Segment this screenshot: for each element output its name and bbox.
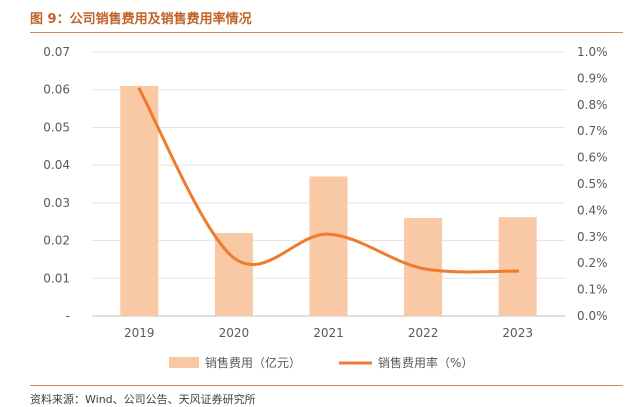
bar bbox=[120, 85, 159, 316]
right-tick-label: 0.9% bbox=[577, 71, 608, 85]
left-tick-label: 0.07 bbox=[43, 45, 70, 59]
x-tick-label: 2019 bbox=[124, 326, 155, 340]
left-tick-label: 0.04 bbox=[43, 158, 70, 172]
legend: 销售费用（亿元） 销售费用率（%） bbox=[169, 355, 473, 370]
legend-label-bar: 销售费用（亿元） bbox=[205, 355, 301, 370]
source-note: 资料来源：Wind、公司公告、天风证券研究所 bbox=[30, 393, 256, 406]
legend-swatch-bar bbox=[169, 357, 199, 368]
x-tick-label: 2023 bbox=[502, 326, 533, 340]
figure-title: 图 9：公司销售费用及销售费用率情况 bbox=[30, 12, 252, 27]
left-axis: - 0.01 0.02 0.03 0.04 0.05 0.06 0.07 bbox=[43, 45, 70, 323]
x-tick-label: 2020 bbox=[219, 326, 250, 340]
right-tick-label: 0.6% bbox=[577, 151, 608, 165]
left-tick-label: - bbox=[66, 309, 70, 323]
right-axis: 0.0% 0.1% 0.2% 0.3% 0.4% 0.5% 0.6% 0.7% 0.8% 0.9%… bbox=[577, 45, 608, 323]
title-divider bbox=[30, 32, 623, 33]
right-tick-label: 0.8% bbox=[577, 98, 608, 112]
x-tick-label: 2022 bbox=[408, 326, 439, 340]
right-tick-label: 0.1% bbox=[577, 283, 608, 297]
right-tick-label: 0.2% bbox=[577, 256, 608, 270]
line-point bbox=[516, 269, 520, 273]
left-tick-label: 0.01 bbox=[43, 271, 70, 285]
left-tick-label: 0.05 bbox=[43, 120, 70, 134]
right-tick-label: 0.4% bbox=[577, 203, 608, 217]
bar-series bbox=[120, 85, 537, 316]
right-tick-label: 0.3% bbox=[577, 230, 608, 244]
x-axis: 2019 2020 2021 2022 2023 bbox=[124, 326, 533, 340]
line-series bbox=[137, 87, 520, 274]
left-tick-label: 0.06 bbox=[43, 83, 70, 97]
line-point bbox=[421, 266, 425, 270]
right-tick-label: 0.7% bbox=[577, 124, 608, 138]
x-tick-label: 2021 bbox=[313, 326, 344, 340]
bar bbox=[309, 176, 348, 316]
left-tick-label: 0.03 bbox=[43, 196, 70, 210]
legend-label-line: 销售费用率（%） bbox=[378, 355, 473, 370]
source-divider bbox=[30, 385, 623, 386]
line-point bbox=[327, 232, 330, 236]
left-tick-label: 0.02 bbox=[43, 234, 70, 248]
right-tick-label: 1.0% bbox=[577, 45, 608, 59]
right-tick-label: 0.5% bbox=[577, 177, 608, 191]
line-point bbox=[137, 87, 141, 91]
line-path bbox=[137, 87, 520, 274]
bar bbox=[498, 217, 537, 316]
right-tick-label: 0.0% bbox=[577, 309, 608, 323]
line-point bbox=[232, 256, 236, 260]
